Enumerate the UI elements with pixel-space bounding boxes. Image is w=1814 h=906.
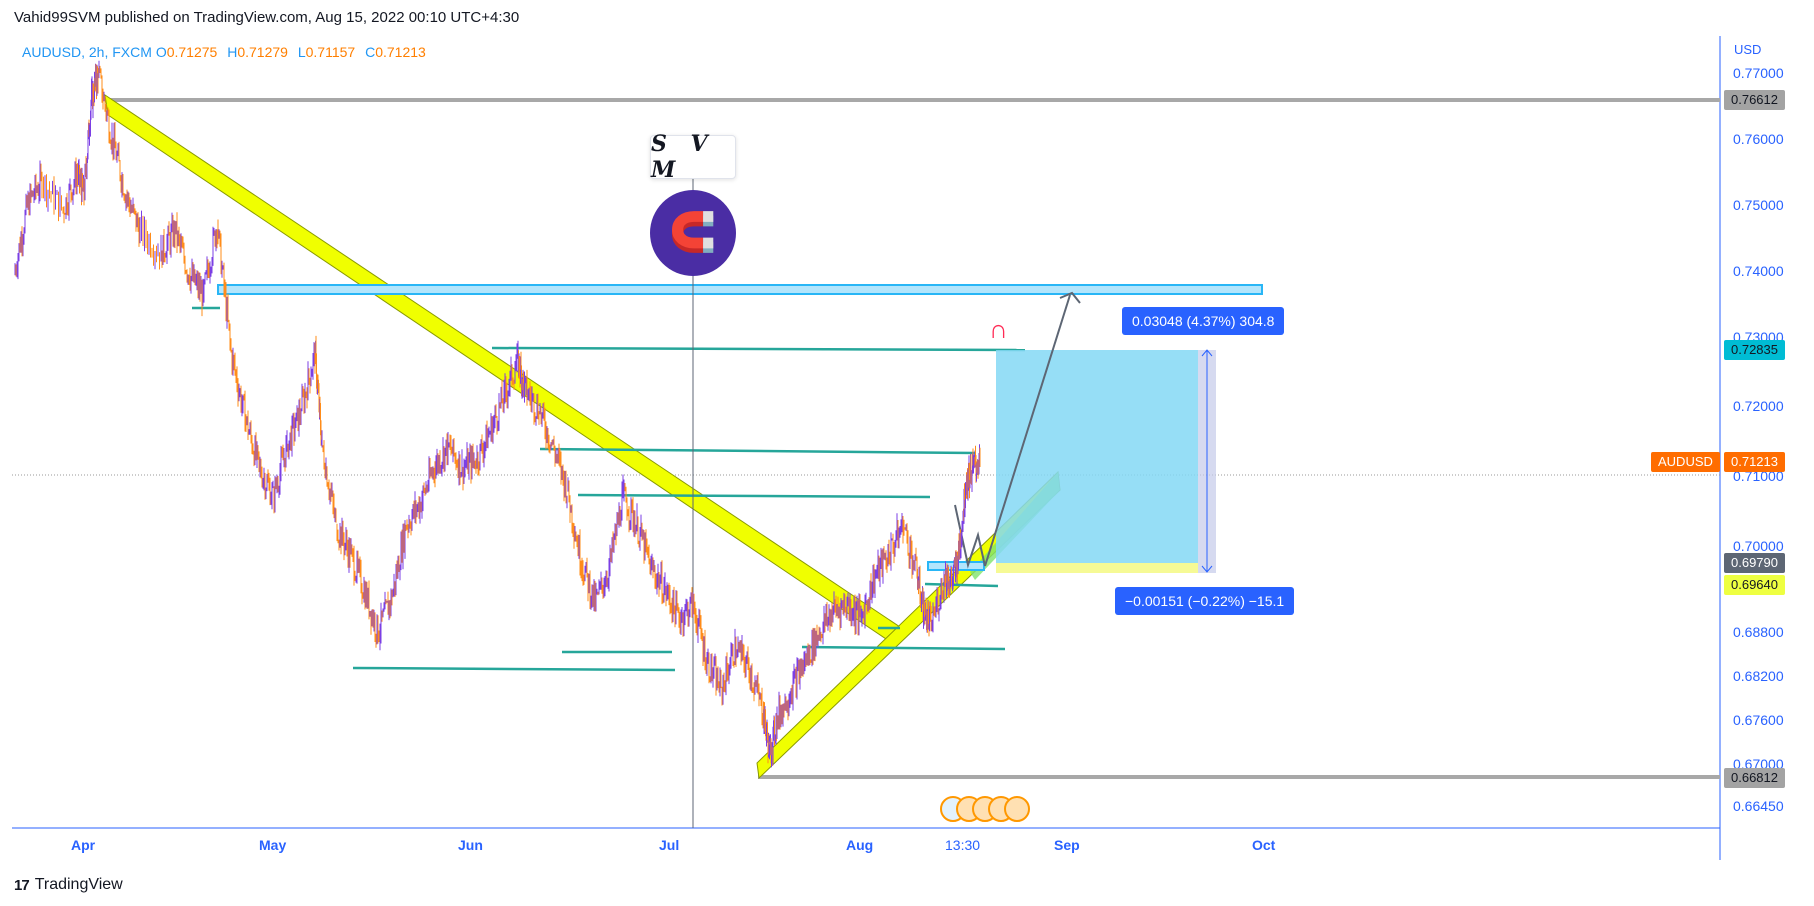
support-line-2 (491, 346, 1026, 352)
x-tick: Sep (1054, 837, 1080, 853)
economic-events[interactable] (940, 796, 1030, 822)
legend-close: 0.71213 (375, 44, 426, 60)
high-price-tag[interactable]: 0.76612 (1724, 90, 1785, 110)
support-line-4 (577, 493, 931, 499)
low-price-tag[interactable]: 0.66812 (1724, 768, 1785, 788)
projection-arrow-head-icon (1059, 291, 1081, 304)
y-tick: 0.72000 (1733, 398, 1784, 414)
y-tick: 0.77000 (1733, 65, 1784, 81)
tradingview-logo-icon: 17 (14, 876, 30, 894)
legend-open: 0.71275 (166, 44, 218, 60)
support-line-9 (924, 582, 999, 588)
entry-price-tag[interactable]: 0.69790 (1724, 553, 1785, 573)
x-tick: Apr (71, 837, 96, 853)
y-tick: 0.68200 (1733, 668, 1784, 684)
measure-arrow-up-icon (1201, 349, 1213, 357)
x-tick: Jun (458, 837, 483, 853)
descending-channel[interactable] (104, 93, 901, 646)
event-icon[interactable] (1004, 796, 1030, 822)
y-axis-ticks: 0.77000 0.76000 0.75000 0.74000 0.73000 … (1733, 65, 1784, 814)
long-position-stop[interactable] (996, 563, 1198, 573)
y-tick: 0.66450 (1733, 798, 1784, 814)
y-tick: 0.75000 (1733, 197, 1784, 213)
measure-up-badge[interactable]: 0.03048 (4.37%) 304.8 (1122, 307, 1285, 335)
currency-label[interactable]: USD (1734, 42, 1762, 57)
magnet-small-icon: ∩ (989, 314, 1008, 344)
measure-down-badge[interactable]: −0.00151 (−0.22%) −15.1 (1115, 587, 1295, 615)
long-position-target[interactable] (996, 350, 1198, 563)
x-tick-current: 13:30 (945, 837, 981, 853)
projection-arrow[interactable] (984, 294, 1071, 567)
y-tick: 0.70000 (1733, 538, 1784, 554)
stop-price-tag[interactable]: 0.69640 (1724, 575, 1785, 595)
x-tick: May (259, 837, 287, 853)
legend-open-label: O (155, 44, 167, 60)
legend-low-label: L (297, 44, 306, 60)
target-price-tag[interactable]: 0.72835 (1724, 340, 1785, 360)
publisher-line: Vahid99SVM published on TradingView.com,… (14, 9, 520, 26)
y-tick: 0.74000 (1733, 263, 1784, 279)
ohlc-legend: AUDUSD, 2h, FXCM O0.71275 H0.71279 L0.71… (22, 44, 432, 60)
x-tick: Oct (1252, 837, 1276, 853)
magnet-icon: 🧲 (669, 212, 717, 254)
symbol-tag[interactable]: AUDUSD (1651, 452, 1720, 472)
price-series (14, 60, 981, 768)
x-tick: Jul (659, 837, 680, 853)
brand-name: TradingView (34, 876, 123, 893)
support-lines[interactable] (192, 306, 1026, 672)
x-tick: Aug (846, 837, 874, 853)
y-tick: 0.67600 (1733, 712, 1784, 728)
support-line-7 (801, 645, 1006, 651)
support-line-3 (539, 447, 976, 455)
y-tick: 0.76000 (1733, 131, 1784, 147)
legend-high: 0.71279 (237, 44, 288, 60)
legend-symbol[interactable]: AUDUSD, 2h, FXCM (22, 44, 152, 60)
last-price-tag[interactable]: 0.71213 (1724, 452, 1785, 472)
legend-close-label: C (365, 44, 376, 60)
svm-logo-box[interactable]: S V M (650, 131, 736, 183)
legend-low: 0.71157 (305, 44, 356, 60)
magnet-circle[interactable]: 🧲 (650, 190, 736, 276)
legend-high-label: H (227, 44, 238, 60)
tradingview-brand[interactable]: 17 TradingView (14, 876, 123, 894)
support-line-5 (352, 666, 676, 672)
measure-arrow-down-icon (1201, 565, 1213, 573)
y-tick: 0.68800 (1733, 624, 1784, 640)
svm-text: S V M (651, 131, 716, 183)
y-tick: 0.71000 (1733, 468, 1784, 484)
resistance-zone[interactable] (217, 284, 1263, 295)
